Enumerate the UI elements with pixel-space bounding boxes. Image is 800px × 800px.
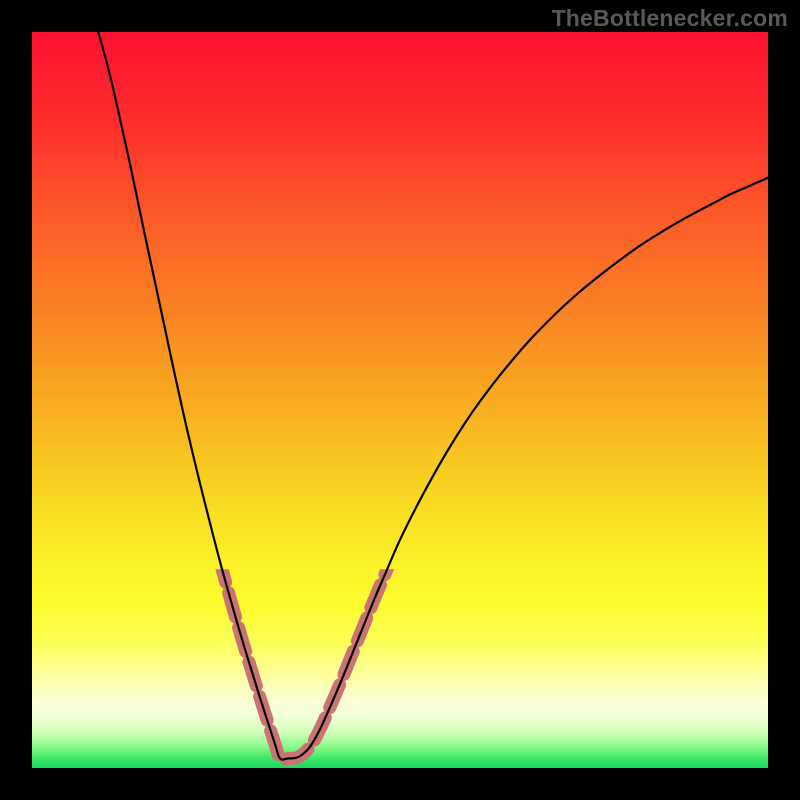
bottleneck-chart bbox=[0, 0, 800, 800]
chart-frame bbox=[0, 0, 800, 800]
plot-background bbox=[32, 32, 768, 768]
watermark-text: TheBottlenecker.com bbox=[552, 5, 788, 32]
